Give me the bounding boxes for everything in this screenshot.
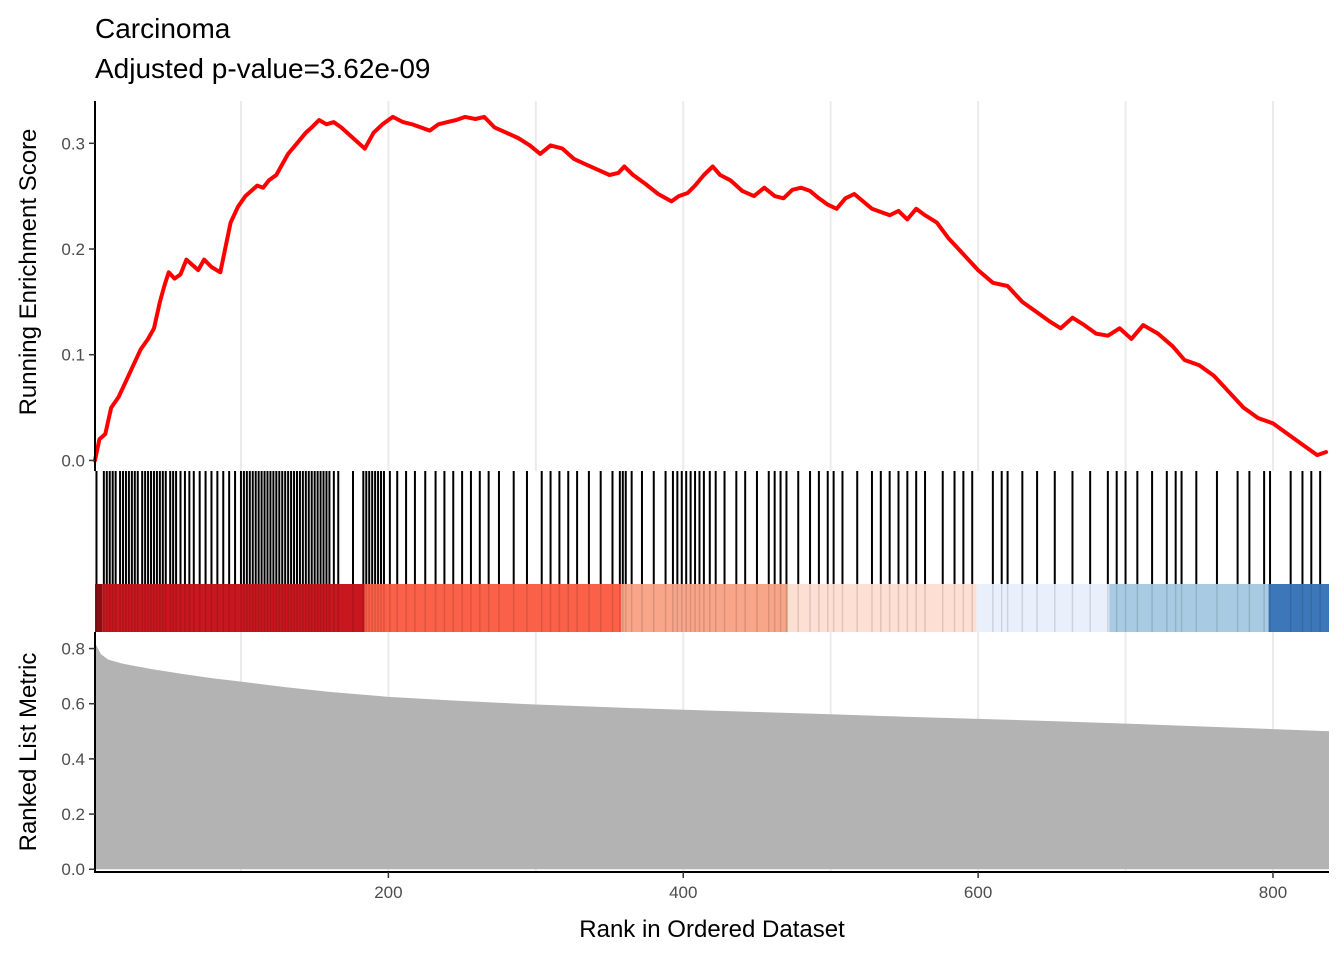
color-bar-segment bbox=[1109, 584, 1269, 632]
rank-color-bar bbox=[95, 584, 1329, 632]
y-tick-label: 0.6 bbox=[61, 695, 85, 714]
es-line bbox=[93, 114, 1329, 463]
y-tick-label: 0.0 bbox=[61, 451, 85, 470]
color-bar-segment bbox=[95, 584, 103, 632]
metric-area bbox=[95, 643, 1329, 870]
y-tick-label: 0.3 bbox=[61, 134, 85, 153]
x-tick-label: 400 bbox=[669, 883, 697, 902]
y-tick-label: 0.1 bbox=[61, 346, 85, 365]
color-bar-segment bbox=[1268, 584, 1329, 632]
y-tick-label: 0.2 bbox=[61, 240, 85, 259]
tick-labels: 0.0 0.1 0.2 0.3 0.0 0.2 0.4 0.6 0.8 200 400 600 800 bbox=[61, 134, 1287, 902]
ranked-metric-area bbox=[95, 643, 1329, 870]
y-tick-label: 0.4 bbox=[61, 750, 85, 769]
x-tick-label: 200 bbox=[374, 883, 402, 902]
color-bar-segment bbox=[621, 584, 788, 632]
es-series bbox=[93, 114, 1329, 463]
es-panel-grid bbox=[239, 101, 1274, 471]
color-bar-segment bbox=[976, 584, 1110, 632]
y-tick-label: 0.0 bbox=[61, 860, 85, 879]
chart-subtitle: Adjusted p-value=3.62e-09 bbox=[95, 53, 430, 84]
y-tick-label: 0.8 bbox=[61, 640, 85, 659]
es-y-axis-title: Running Enrichment Score bbox=[15, 129, 42, 416]
x-tick-label: 800 bbox=[1259, 883, 1287, 902]
color-bar-segment bbox=[364, 584, 622, 632]
x-axis-title: Rank in Ordered Dataset bbox=[579, 916, 845, 943]
metric-y-axis-title: Ranked List Metric bbox=[15, 653, 42, 852]
chart-title: Carcinoma bbox=[95, 13, 231, 44]
y-tick-label: 0.2 bbox=[61, 805, 85, 824]
gene-hit-ticks bbox=[95, 471, 1322, 632]
axes bbox=[94, 101, 1329, 873]
color-bar-segment bbox=[787, 584, 977, 632]
color-bar-segment bbox=[102, 584, 365, 632]
x-tick-label: 600 bbox=[964, 883, 992, 902]
